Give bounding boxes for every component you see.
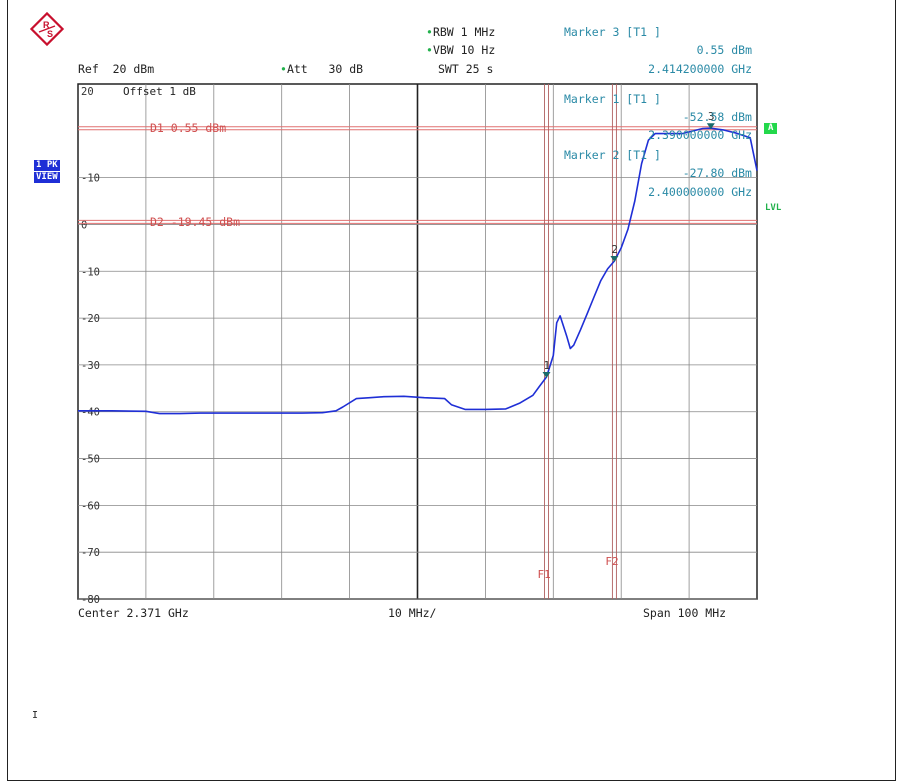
marker3-level: 0.55 dBm [696, 43, 752, 57]
y-tick-label: -40 [81, 407, 100, 419]
sweep-time: SWT 25 s [438, 62, 494, 76]
y-tick-label: -80 [81, 594, 100, 606]
marker1-title: Marker 1 [T1 ] [564, 92, 661, 106]
svg-text:R: R [43, 20, 50, 30]
analyzer-screen: R S 20 -10 0 -10 -20 -30 -40 -50 -60 -70 -80 Offset… [7, 0, 896, 781]
span-setting: Span 100 MHz [643, 606, 727, 620]
marker1-level: -52.58 dBm [682, 110, 752, 124]
marker2-level: -27.80 dBm [682, 166, 752, 180]
frequency-line-label: F2 [605, 555, 618, 568]
y-tick-label: -30 [81, 360, 100, 372]
marker3-title: Marker 3 [T1 ] [564, 25, 661, 39]
display-line-label: D1 0.55 dBm [150, 121, 226, 135]
center-frequency: Center 2.371 GHz [78, 606, 189, 620]
y-tick-label: 20 [81, 86, 94, 98]
y-tick-label: -70 [81, 547, 100, 559]
marker2-freq: 2.400000000 GHz [648, 185, 752, 199]
y-tick-label: -20 [81, 313, 100, 325]
att-value: Att 30 dB [286, 62, 364, 76]
trace-line-1 [78, 127, 758, 415]
marker1-freq: 2.390000000 GHz [648, 128, 752, 142]
marker-1-triangle [542, 371, 551, 378]
y-tick-label: -50 [81, 454, 100, 466]
y-tick-label: -60 [81, 500, 100, 512]
rbw-setting: •RBW 1 MHz [426, 25, 496, 39]
vbw-value: VBW 10 Hz [432, 43, 496, 57]
display-line-label: D2 -19.45 dBm [150, 215, 240, 229]
left-text-mark: I [32, 710, 39, 721]
marker-3-triangle [706, 123, 715, 130]
svg-text:S: S [47, 29, 53, 39]
marker2-title: Marker 2 [T1 ] [564, 148, 661, 162]
frequency-line-label: F1 [538, 568, 551, 581]
ref-level: Ref 20 dBm [78, 62, 155, 76]
vbw-setting: •VBW 10 Hz [426, 43, 496, 57]
y-tick-label: -10 [81, 173, 100, 185]
attenuation-setting: •Att 30 dB [280, 62, 364, 76]
marker-1-label: 1 [544, 359, 551, 372]
trace-view-tag: VIEW [34, 172, 60, 183]
marker-2-triangle [610, 255, 619, 262]
y-tick-label: -10 [81, 266, 100, 278]
rs-logo-icon: R S [29, 11, 65, 47]
trace-a-tag: A [764, 123, 778, 134]
frequency-per-division: 10 MHz/ [388, 606, 437, 620]
trace-mode-tag: 1 PK [34, 160, 60, 171]
y-tick-label: 0 [81, 219, 87, 231]
marker3-freq: 2.414200000 GHz [648, 62, 752, 76]
marker-3-label: 3 [708, 110, 715, 123]
offset-label: Offset 1 dB [123, 85, 196, 98]
marker-2-label: 2 [611, 243, 618, 256]
rbw-value: RBW 1 MHz [432, 25, 496, 39]
spectrum-plot: R S 20 -10 0 -10 -20 -30 -40 -50 -60 -70 -80 Offset… [29, 11, 758, 606]
level-indicator: LVL [765, 203, 782, 213]
